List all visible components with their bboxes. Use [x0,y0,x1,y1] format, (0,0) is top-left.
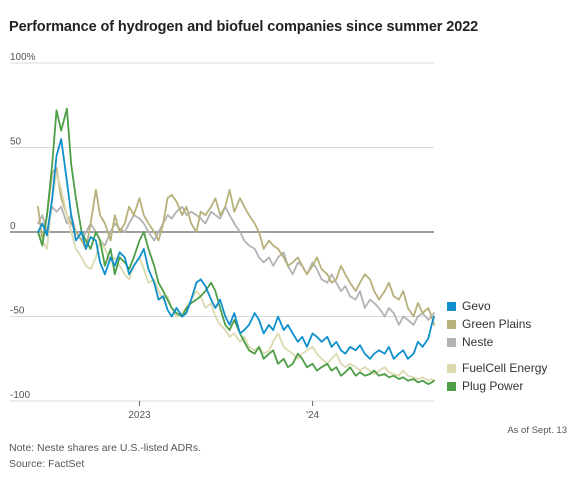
legend-swatch [447,381,456,391]
source-text: Source: FactSet [9,458,85,470]
y-tick-label: 0 [10,221,16,232]
legend-label: Gevo [462,299,491,313]
legend-label: Green Plains [462,317,532,331]
legend-label: Neste [462,335,494,349]
legend-item-green-plains: Green Plains [447,315,577,333]
series-line-plug-power [37,107,435,386]
y-tick-label: -50 [10,306,25,317]
footnotes: Note: Neste shares are U.S.-listed ADRs.… [9,440,201,472]
legend-label: FuelCell Energy [462,361,548,375]
series-line-fuelcell-energy [37,171,435,382]
y-tick-label: -100 [10,390,30,401]
note-text: Note: Neste shares are U.S.-listed ADRs. [9,442,201,454]
legend-item-plug-power: Plug Power [447,377,577,395]
legend: Gevo Green Plains Neste FuelCell Energy Plug… [447,297,577,395]
legend-item-neste: Neste [447,333,577,351]
legend-swatch [447,319,456,329]
y-tick-label: 100% [10,52,36,63]
x-tick-label: 2023 [128,410,151,421]
as-of-note: As of Sept. 13 [507,425,567,436]
x-axis-ticks: 2023 '24 [128,401,320,421]
legend-swatch [447,337,456,347]
legend-item-fuelcell-energy: FuelCell Energy [447,359,577,377]
series-line-neste [37,205,435,326]
legend-swatch [447,301,456,311]
legend-label: Plug Power [462,379,524,393]
chart-title: Performance of hydrogen and biofuel comp… [9,19,479,35]
legend-item-gevo: Gevo [447,297,577,315]
x-tick-label: '24 [306,410,319,421]
y-tick-label: 50 [10,137,22,148]
series-line-gevo [37,138,435,360]
series-lines [37,107,435,386]
legend-swatch [447,363,456,373]
series-line-green-plains [37,166,435,326]
y-axis-ticks: 100% 50 0 -50 -100 [10,52,36,401]
